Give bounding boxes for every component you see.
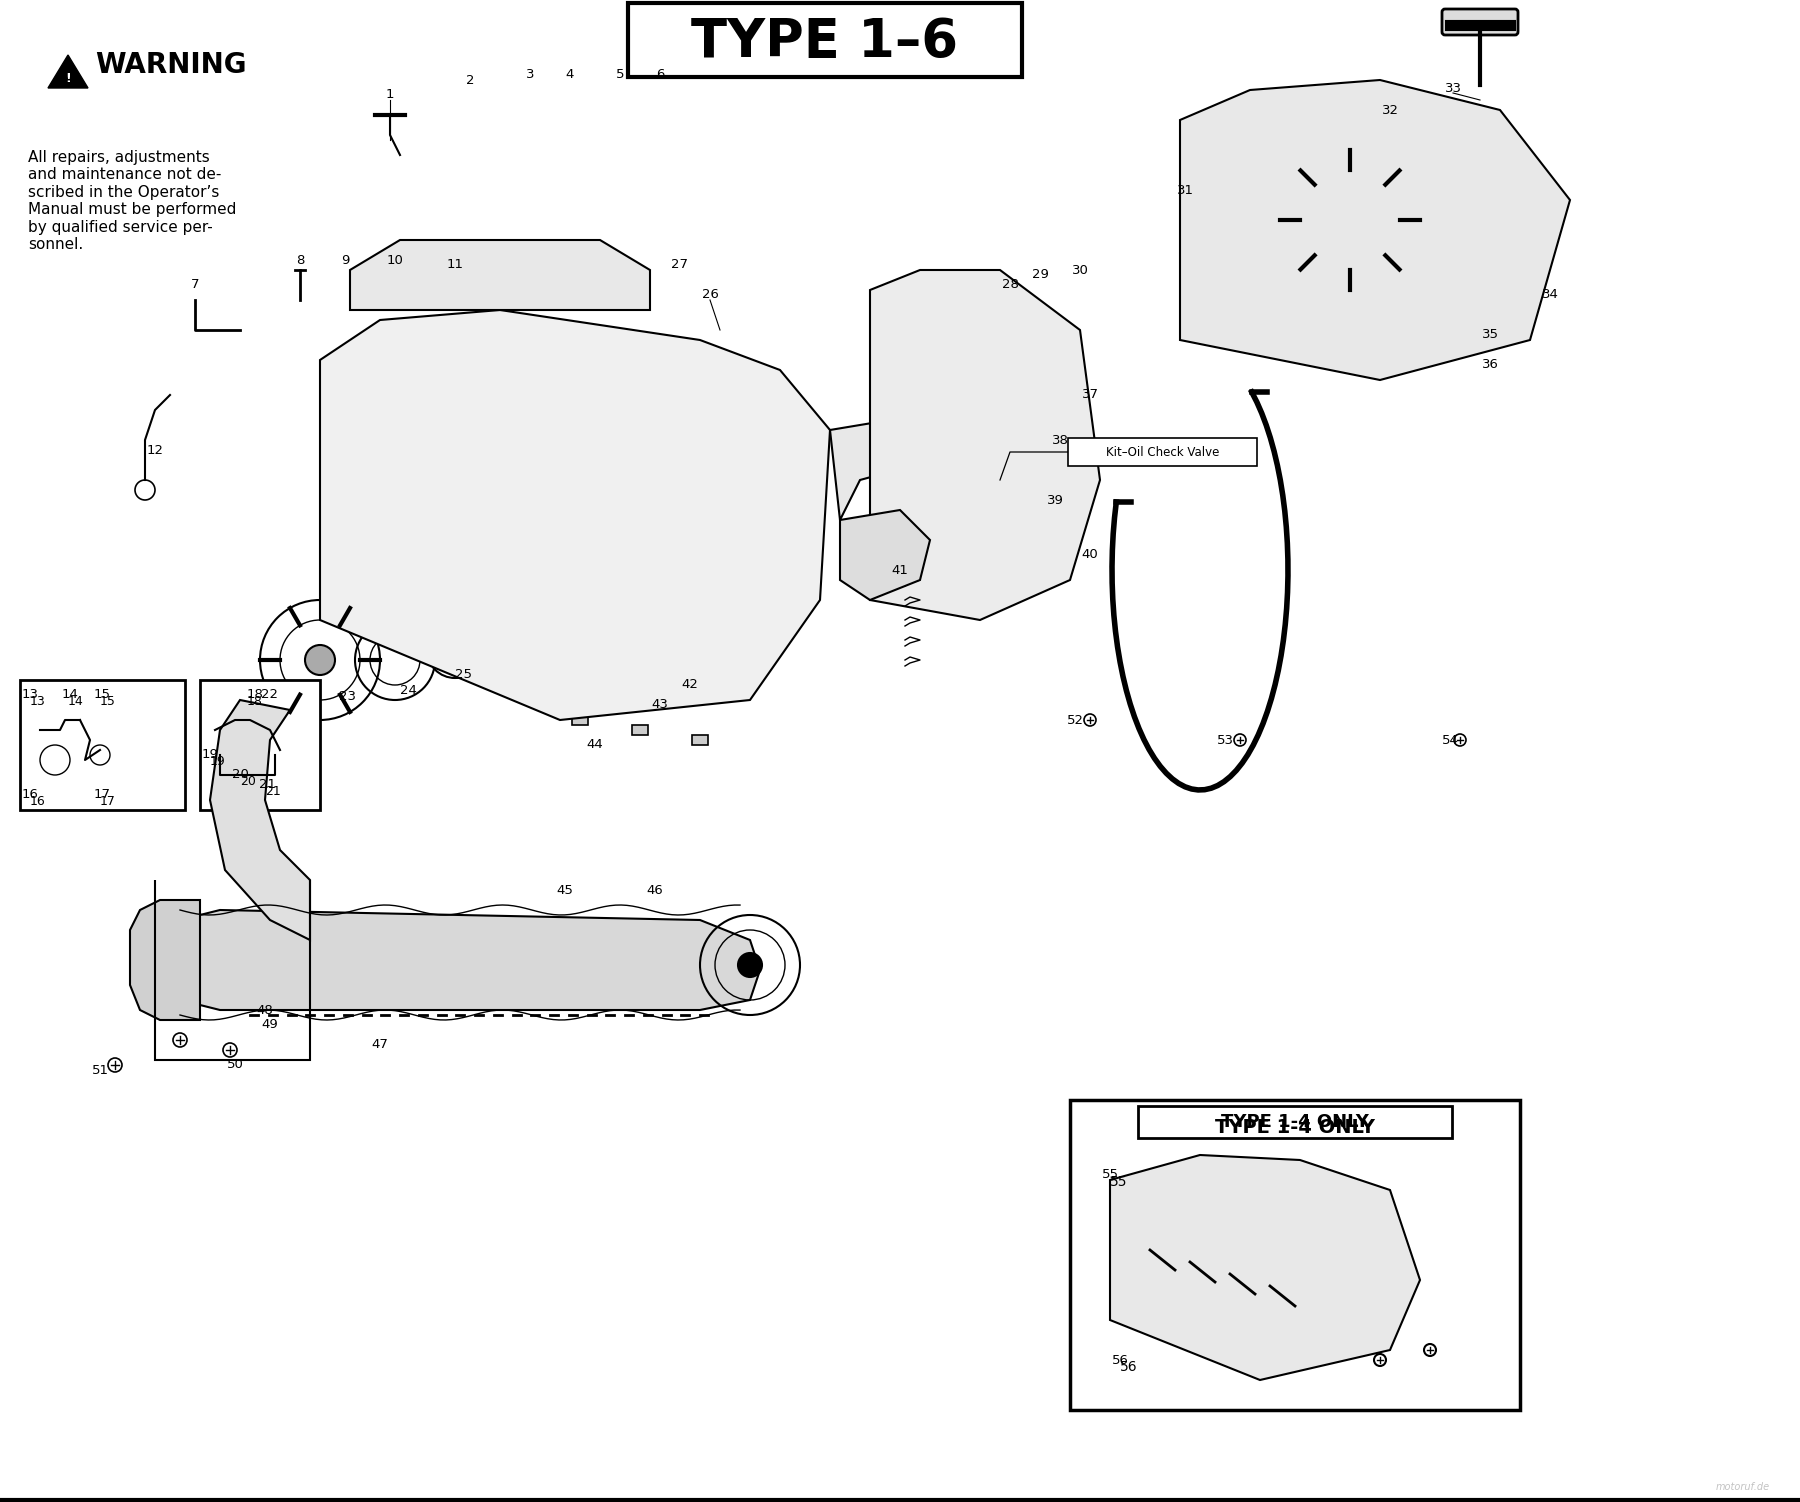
Text: 42: 42 <box>682 679 698 691</box>
Text: TYPE 1-4 ONLY: TYPE 1-4 ONLY <box>1220 1113 1370 1131</box>
Text: 10: 10 <box>387 254 403 266</box>
Text: 4: 4 <box>565 69 574 81</box>
Text: 55: 55 <box>1111 1175 1127 1190</box>
Text: 50: 50 <box>227 1059 243 1071</box>
Text: 12: 12 <box>146 443 164 457</box>
Text: 9: 9 <box>340 254 349 266</box>
Text: 20: 20 <box>232 769 248 781</box>
Text: 49: 49 <box>261 1018 279 1032</box>
FancyBboxPatch shape <box>1442 9 1517 35</box>
Polygon shape <box>869 270 1100 620</box>
Text: 34: 34 <box>1541 288 1559 302</box>
Text: 31: 31 <box>1177 183 1193 197</box>
Text: 2: 2 <box>466 74 473 87</box>
Text: 53: 53 <box>1217 733 1233 746</box>
Text: 7: 7 <box>191 278 200 291</box>
Text: 47: 47 <box>371 1038 389 1051</box>
Text: 27: 27 <box>671 258 688 272</box>
Polygon shape <box>211 700 310 940</box>
Text: Kit–Oil Check Valve: Kit–Oil Check Valve <box>1107 446 1220 458</box>
Text: 54: 54 <box>1442 733 1458 746</box>
Text: 8: 8 <box>295 254 304 266</box>
Text: 43: 43 <box>652 698 668 712</box>
Text: 14: 14 <box>68 695 85 707</box>
Text: 11: 11 <box>446 258 464 272</box>
Text: 18: 18 <box>247 688 263 701</box>
Text: 56: 56 <box>1120 1359 1138 1374</box>
Text: 16: 16 <box>22 789 38 802</box>
Text: All repairs, adjustments
and maintenance not de-
scribed in the Operator’s
Manua: All repairs, adjustments and maintenance… <box>29 150 236 252</box>
Text: 13: 13 <box>31 695 45 707</box>
Polygon shape <box>140 910 760 1009</box>
Text: 19: 19 <box>202 748 218 762</box>
Text: 46: 46 <box>646 883 664 897</box>
Text: !: ! <box>65 72 70 84</box>
Polygon shape <box>1181 80 1570 380</box>
Text: 22: 22 <box>261 688 279 701</box>
Text: 28: 28 <box>1001 278 1019 291</box>
Text: 26: 26 <box>702 288 718 302</box>
Text: 30: 30 <box>1071 263 1089 276</box>
Text: 48: 48 <box>257 1003 274 1017</box>
Circle shape <box>738 952 761 976</box>
FancyBboxPatch shape <box>1067 439 1256 466</box>
Text: 6: 6 <box>655 69 664 81</box>
Text: 14: 14 <box>61 688 79 701</box>
Text: TYPE 1-4 ONLY: TYPE 1-4 ONLY <box>1215 1117 1375 1137</box>
Text: 15: 15 <box>94 688 110 701</box>
Text: 38: 38 <box>1051 434 1069 446</box>
Text: 5: 5 <box>616 69 625 81</box>
Bar <box>691 734 707 745</box>
Bar <box>20 680 185 810</box>
Text: 15: 15 <box>101 695 115 707</box>
Text: 19: 19 <box>211 756 225 768</box>
Text: 29: 29 <box>1031 269 1048 281</box>
Text: 45: 45 <box>556 883 574 897</box>
Text: 44: 44 <box>587 739 603 751</box>
Text: 39: 39 <box>1046 494 1064 506</box>
Circle shape <box>304 644 335 674</box>
FancyBboxPatch shape <box>628 3 1022 77</box>
Bar <box>200 680 320 810</box>
Text: 32: 32 <box>1382 104 1399 117</box>
Text: 52: 52 <box>1066 713 1084 727</box>
Text: 23: 23 <box>340 691 356 703</box>
Text: 3: 3 <box>526 69 535 81</box>
Polygon shape <box>49 56 88 89</box>
Text: 18: 18 <box>247 695 263 707</box>
Text: 56: 56 <box>1112 1353 1129 1367</box>
Text: 13: 13 <box>22 688 38 701</box>
Text: 17: 17 <box>94 789 110 802</box>
Text: 33: 33 <box>1444 81 1462 95</box>
Circle shape <box>925 406 976 455</box>
Text: 1: 1 <box>385 89 394 102</box>
Polygon shape <box>320 309 830 719</box>
Bar <box>632 725 648 734</box>
Text: 36: 36 <box>1481 359 1498 371</box>
Text: 55: 55 <box>1102 1169 1118 1182</box>
Text: 41: 41 <box>891 563 909 577</box>
Text: 21: 21 <box>259 778 277 792</box>
Text: 17: 17 <box>101 795 115 808</box>
FancyBboxPatch shape <box>1138 1105 1453 1139</box>
Text: motoruf.de: motoruf.de <box>1715 1482 1769 1491</box>
Text: 20: 20 <box>239 775 256 789</box>
Polygon shape <box>130 900 200 1020</box>
Polygon shape <box>349 240 650 309</box>
Text: 40: 40 <box>1082 548 1098 562</box>
Text: WARNING: WARNING <box>95 51 247 80</box>
Text: 35: 35 <box>1481 329 1498 341</box>
Text: TYPE 1–6: TYPE 1–6 <box>691 17 959 68</box>
Text: 51: 51 <box>92 1063 108 1077</box>
Text: 24: 24 <box>400 683 416 697</box>
Text: 16: 16 <box>31 795 45 808</box>
Polygon shape <box>830 410 970 520</box>
Text: 37: 37 <box>1082 389 1098 401</box>
Bar <box>572 715 589 725</box>
Bar <box>1069 1099 1519 1410</box>
Text: 21: 21 <box>265 786 281 798</box>
Polygon shape <box>841 511 931 599</box>
Text: 25: 25 <box>455 668 472 682</box>
Polygon shape <box>1111 1155 1420 1380</box>
